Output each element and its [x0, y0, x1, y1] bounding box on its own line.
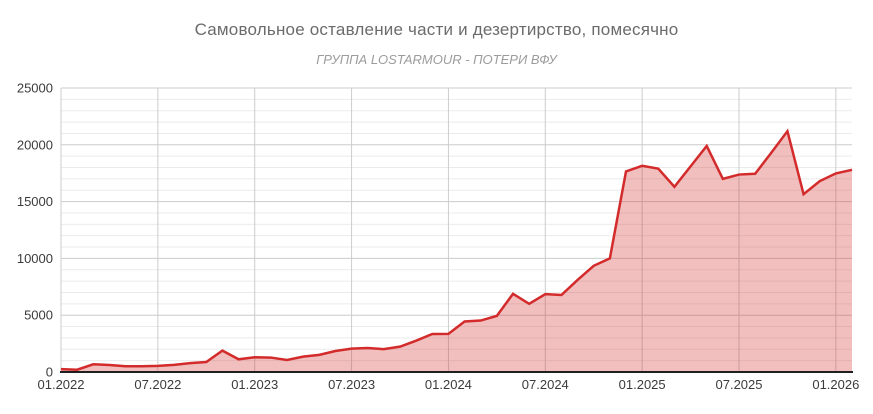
chart-title: Самовольное оставление части и дезертирс… [194, 20, 679, 39]
y-tick-label: 10000 [17, 251, 53, 266]
area-series-fill [61, 131, 852, 372]
x-axis-labels: 01.2022 07.2022 01.2023 07.2023 01.2024 07.20… [38, 377, 860, 392]
x-tick-label: 07.2022 [134, 377, 181, 392]
x-tick-label: 01.2025 [619, 377, 666, 392]
x-tick-label: 01.2022 [38, 377, 85, 392]
area-series-line [60, 128, 853, 371]
y-tick-label: 25000 [17, 81, 53, 96]
y-tick-label: 0 [46, 365, 53, 380]
x-tick-label: 07.2024 [522, 377, 569, 392]
y-tick-label: 20000 [17, 137, 53, 152]
x-tick-label: 01.2026 [812, 377, 859, 392]
gridlines-vertical [60, 88, 837, 372]
y-tick-label: 5000 [24, 308, 53, 323]
x-tick-label: 07.2025 [716, 377, 763, 392]
y-axis-labels: 0 5000 10000 15000 20000 25000 [17, 81, 53, 380]
x-tick-label: 01.2024 [425, 377, 472, 392]
y-tick-label: 15000 [17, 194, 53, 209]
chart-subtitle: ГРУППА LOSTARMOUR - ПОТЕРИ ВФУ [316, 52, 557, 67]
x-tick-label: 07.2023 [328, 377, 375, 392]
gridlines-minor [61, 98, 852, 362]
x-tick-label: 01.2023 [231, 377, 278, 392]
